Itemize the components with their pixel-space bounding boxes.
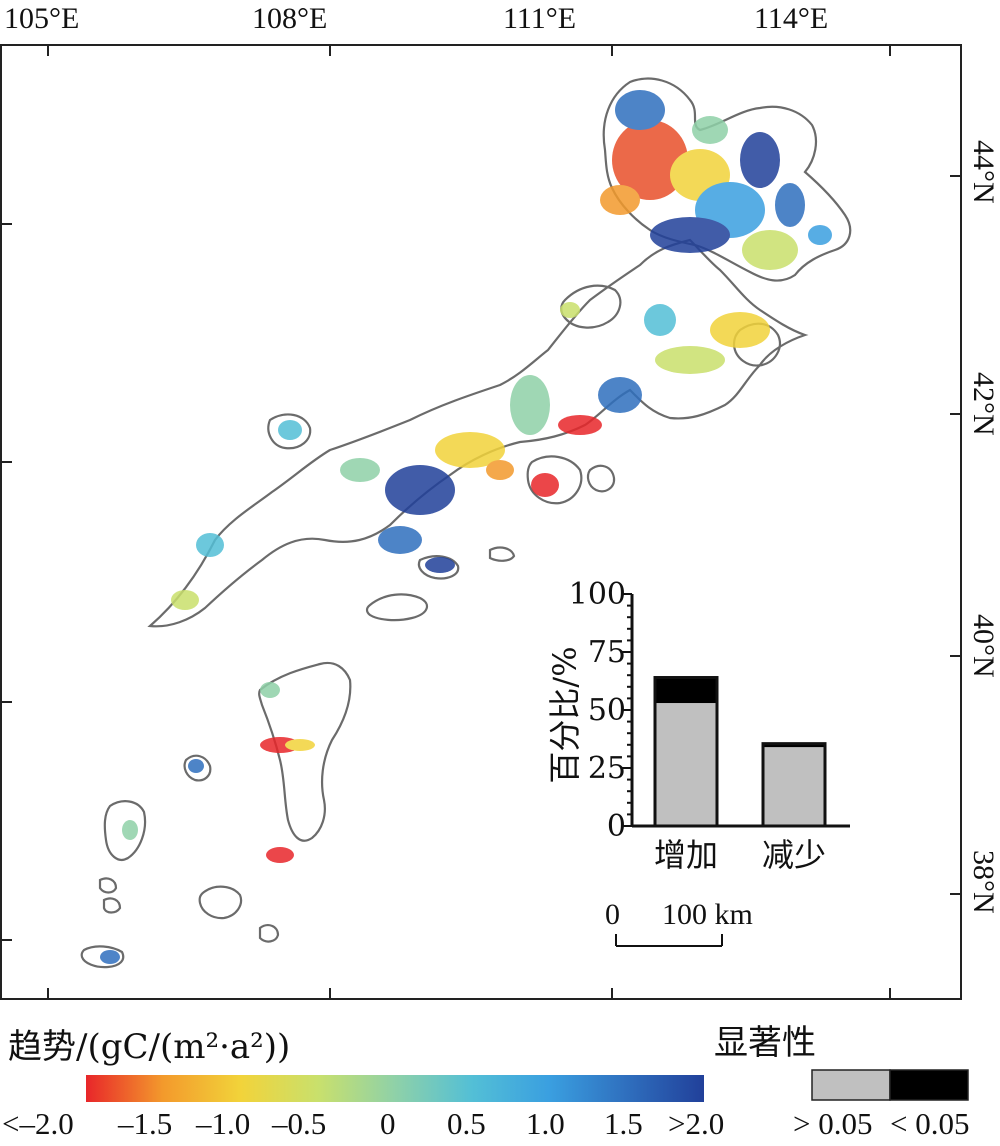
significance-label-high: > 0.05 bbox=[793, 1106, 873, 1141]
trend-colorbar bbox=[86, 1075, 704, 1102]
trend-tick-6: 1.0 bbox=[526, 1106, 565, 1141]
inset-category-label: 减少 bbox=[762, 836, 826, 874]
trend-legend-title: 趋势/(gC/(m²·a²)) bbox=[8, 1027, 291, 1067]
trend-tick-8: >2.0 bbox=[668, 1106, 725, 1141]
trend-tick-2: –1.0 bbox=[196, 1106, 251, 1141]
inset-ytick-label: 50 bbox=[588, 693, 626, 728]
significance-label-low: < 0.05 bbox=[890, 1106, 970, 1141]
inset-ytick-label: 25 bbox=[588, 751, 626, 786]
significance-swatch-low bbox=[889, 1069, 969, 1101]
scale-bar: 0 100 km bbox=[605, 898, 753, 947]
inset-ytick-label: 75 bbox=[588, 635, 626, 670]
scale-bar-zero: 0 bbox=[605, 898, 620, 931]
inset-bar-decrease-segment bbox=[763, 743, 825, 748]
inset-bar-increase-segment bbox=[655, 677, 717, 704]
inset-bar-outline bbox=[653, 676, 719, 828]
inset-bar-chart: 0 25 50 75 100 增加 减少 百分比/% bbox=[546, 577, 850, 874]
trend-tick-4: 0 bbox=[380, 1106, 396, 1141]
frame-ticks bbox=[0, 44, 962, 1000]
trend-tick-3: –0.5 bbox=[272, 1106, 327, 1141]
inset-bar-decrease-segment bbox=[763, 747, 825, 826]
lon-label-108: 108°E bbox=[252, 2, 328, 35]
trend-tick-7: 1.5 bbox=[604, 1106, 643, 1141]
lon-label-114: 114°E bbox=[754, 2, 829, 35]
inset-bar-outline bbox=[761, 742, 827, 828]
scale-bar-label: 100 km bbox=[662, 898, 753, 931]
trend-tick-1: –1.5 bbox=[118, 1106, 173, 1141]
lon-label-111: 111°E bbox=[503, 2, 577, 35]
inset-bar-increase-segment bbox=[655, 703, 717, 826]
inset-ytick-label: 0 bbox=[607, 809, 626, 844]
inset-category-label: 增加 bbox=[654, 836, 718, 874]
inset-ylabel: 百分比/% bbox=[546, 646, 584, 783]
map-frame bbox=[0, 44, 962, 1000]
region-outlines bbox=[80, 77, 852, 969]
lon-label-105: 105°E bbox=[4, 2, 80, 35]
trend-pixels bbox=[100, 90, 832, 964]
inset-ytick-label: 100 bbox=[569, 577, 626, 612]
trend-tick-5: 0.5 bbox=[447, 1106, 486, 1141]
trend-tick-0: <–2.0 bbox=[2, 1106, 74, 1141]
significance-swatch-high bbox=[811, 1069, 891, 1101]
significance-legend-title: 显著性 bbox=[714, 1023, 816, 1063]
